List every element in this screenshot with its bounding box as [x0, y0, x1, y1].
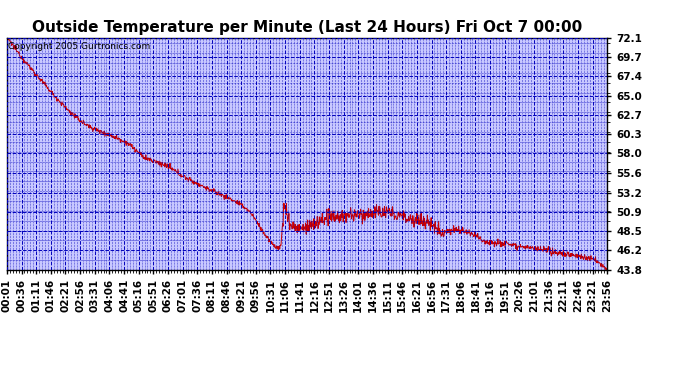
Title: Outside Temperature per Minute (Last 24 Hours) Fri Oct 7 00:00: Outside Temperature per Minute (Last 24 …: [32, 20, 582, 35]
Text: Copyright 2005 Gurtronics.com: Copyright 2005 Gurtronics.com: [8, 42, 150, 51]
